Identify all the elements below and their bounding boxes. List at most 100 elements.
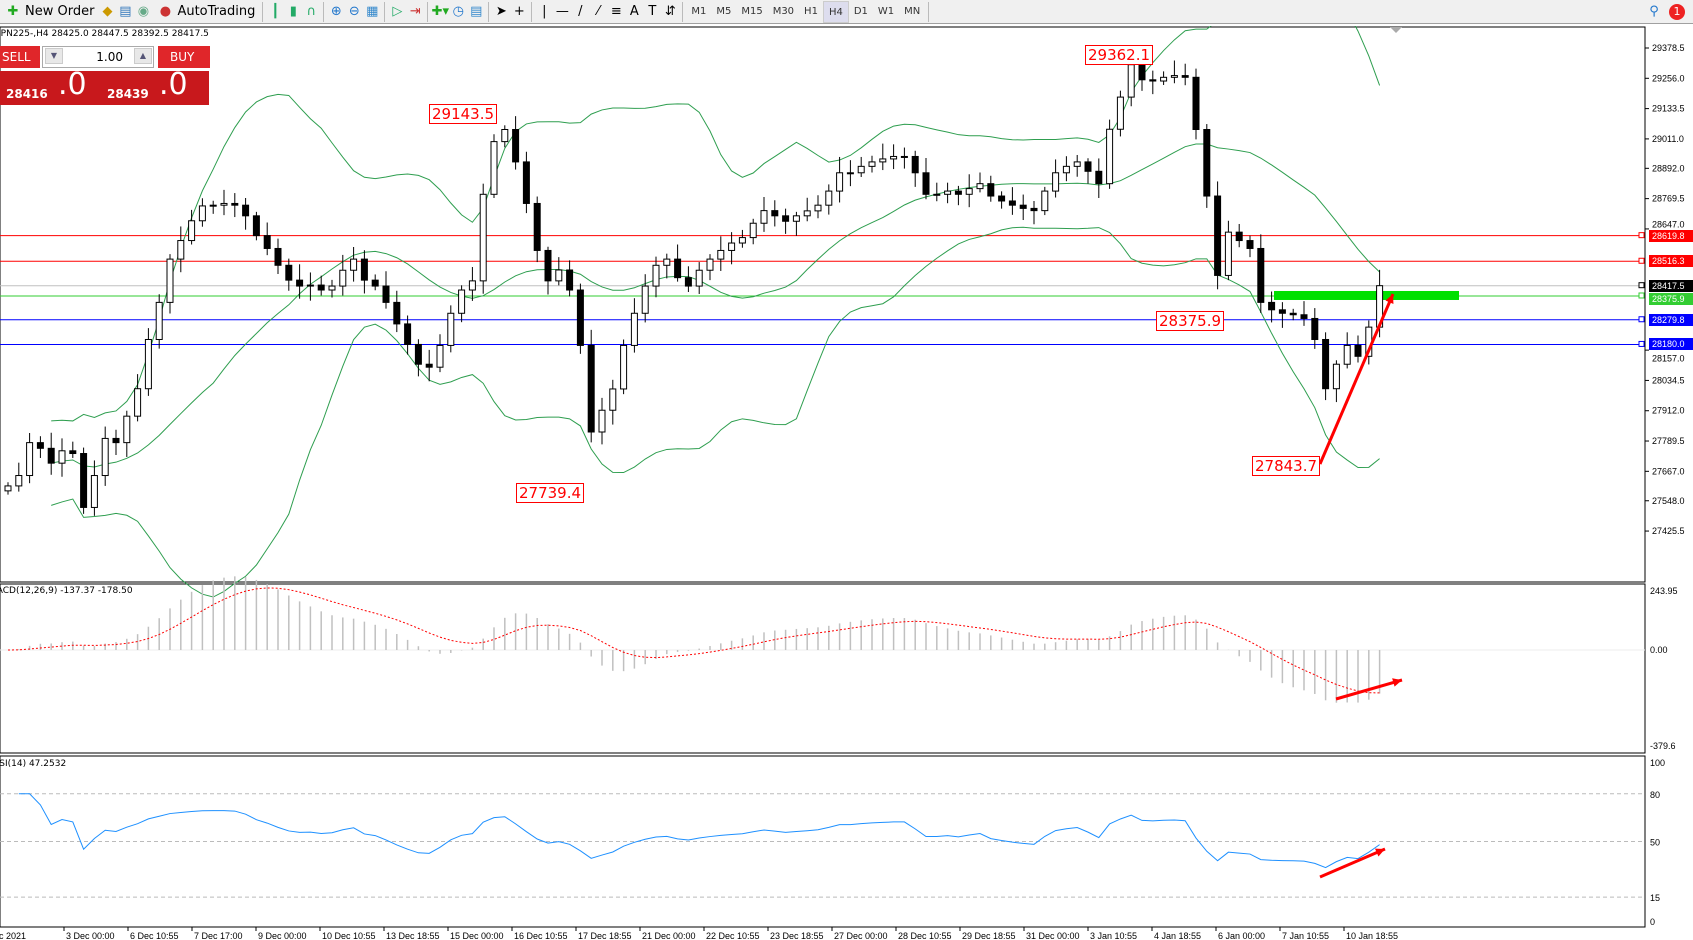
divider <box>427 1 429 22</box>
tile-windows-icon[interactable]: ▦ <box>366 3 379 19</box>
timeframe-m30[interactable]: M30 <box>772 5 795 17</box>
macd-signal-line <box>7 587 1380 694</box>
candle-body <box>641 285 649 314</box>
timeframe-h4[interactable]: H4 <box>822 0 849 23</box>
bar-chart-icon[interactable]: ┃ <box>271 3 280 19</box>
notification-icon[interactable]: 1 <box>1669 3 1685 20</box>
candle-body <box>1030 207 1038 212</box>
search-icon[interactable]: ⚲ <box>1649 3 1659 19</box>
line-handle <box>1638 257 1645 264</box>
buy-price[interactable]: 28439.0 <box>101 67 209 105</box>
time-tick-label: 10 Jan 18:55 <box>1346 931 1398 940</box>
timeframe-m5[interactable]: M5 <box>716 5 732 17</box>
autotrading-button[interactable]: ● AutoTrading <box>152 1 259 23</box>
candle-body <box>663 258 671 266</box>
divider <box>384 1 386 22</box>
macd-label: MACD(12,26,9) -137.37 -178.50 <box>0 586 133 596</box>
candle-body <box>425 363 433 368</box>
templates-icon[interactable]: ▤ <box>470 3 483 19</box>
candlestick-icon[interactable]: ▮ <box>289 3 297 19</box>
candle-body <box>404 323 412 345</box>
time-tick-label: 28 Dec 10:55 <box>898 931 952 940</box>
sell-button[interactable]: SELL <box>0 46 40 68</box>
candle-body <box>1084 161 1092 172</box>
lot-decrease-button[interactable]: ▼ <box>45 48 63 64</box>
candle-body <box>933 193 941 196</box>
candle-body <box>1311 317 1319 340</box>
sell-price[interactable]: 28416.0 <box>0 67 108 105</box>
line-handle <box>1638 340 1645 347</box>
navigator-icon[interactable]: ▤ <box>119 3 132 19</box>
candle-body <box>976 183 984 190</box>
annotation-low[interactable]: 27843.7 <box>1252 456 1321 476</box>
buy-button[interactable]: BUY <box>158 46 210 68</box>
candle-body <box>274 247 282 266</box>
indicators-icon[interactable]: ✚▾ <box>431 3 450 19</box>
price-tick-label: 28034.5 <box>1652 375 1685 385</box>
text-label-icon[interactable]: T <box>648 3 657 19</box>
new-order-button[interactable]: ✚ New Order <box>0 1 98 23</box>
rsi-divergence-arrow <box>1319 847 1386 879</box>
candle-body <box>209 204 217 207</box>
candle-body <box>1008 200 1016 206</box>
price-tick-label: 27548.0 <box>1652 496 1685 506</box>
candle-body <box>1116 96 1124 130</box>
candle-body <box>1322 338 1330 390</box>
candle-body <box>652 264 660 287</box>
candle-body <box>879 158 887 163</box>
candle-body <box>922 172 930 195</box>
candle-body <box>1224 231 1232 276</box>
zoom-in-icon[interactable]: ⊕ <box>330 3 342 19</box>
text-icon[interactable]: A <box>629 3 639 19</box>
equidistant-channel-icon[interactable]: ⁄ <box>597 3 600 19</box>
market-watch-icon[interactable]: ◆ <box>102 3 113 19</box>
time-tick-label: 6 Dec 10:55 <box>130 931 179 940</box>
chart-shift-icon[interactable]: ⇥ <box>409 3 421 19</box>
chart-canvas[interactable]: 29378.5 29256.0 29133.5 29011.0 28892.0 28769… <box>0 26 1693 940</box>
time-tick-label: 31 Dec 00:00 <box>1026 931 1080 940</box>
macd-axis-label: -379.6 <box>1650 741 1676 751</box>
timeframe-mn[interactable]: MN <box>904 5 921 17</box>
candle-body <box>350 258 358 271</box>
candle-body <box>825 190 833 206</box>
price-line-label: 28516.3 <box>1649 255 1693 268</box>
horizontal-line-icon[interactable]: — <box>555 3 569 19</box>
macd-axis-label: 0.00 <box>1650 645 1668 655</box>
zoom-out-icon[interactable]: ⊖ <box>348 3 360 19</box>
divider <box>488 1 490 22</box>
annotation-low[interactable]: 27739.4 <box>516 483 585 503</box>
candle-body <box>728 242 736 251</box>
timeframe-w1[interactable]: W1 <box>877 5 895 17</box>
time-tick-label: 7 Dec 17:00 <box>194 931 243 940</box>
annotation-high[interactable]: 29143.5 <box>429 104 498 124</box>
rsi-label: RSI(14) 47.2532 <box>0 759 67 769</box>
candle-body <box>80 453 88 508</box>
timeframe-m1[interactable]: M1 <box>691 5 707 17</box>
lot-increase-button[interactable]: ▲ <box>134 48 152 64</box>
fibonacci-icon[interactable]: ≡ <box>610 3 622 19</box>
cursor-icon[interactable]: ➤ <box>495 3 507 19</box>
price-line-label: 28375.9 <box>1649 292 1693 305</box>
timeframe-h1[interactable]: H1 <box>804 5 818 17</box>
price-tick-label: 28892.0 <box>1652 163 1685 173</box>
timeframe-d1[interactable]: D1 <box>853 5 868 17</box>
crosshair-icon[interactable]: + <box>513 3 525 19</box>
annotation-level[interactable]: 28375.9 <box>1156 311 1225 331</box>
price-tick-label: 29133.5 <box>1652 104 1685 114</box>
candle-body <box>414 343 422 365</box>
candle-body <box>436 344 444 368</box>
timeframe-m15[interactable]: M15 <box>741 5 763 17</box>
candle-body <box>123 415 131 444</box>
arrows-icon[interactable]: ⇵ <box>664 3 676 19</box>
candle-body <box>468 280 476 291</box>
vertical-line-icon[interactable]: | <box>542 3 547 19</box>
time-tick-label: 4 Jan 18:55 <box>1154 931 1201 940</box>
lot-size-input[interactable]: 1.00 <box>42 46 154 68</box>
candle-body <box>544 249 552 282</box>
line-chart-icon[interactable]: ∩ <box>306 3 317 19</box>
periods-icon[interactable]: ◷ <box>452 3 464 19</box>
auto-scroll-icon[interactable]: ▷ <box>392 3 403 19</box>
annotation-high[interactable]: 29362.1 <box>1085 45 1154 65</box>
trendline-icon[interactable]: / <box>578 3 583 19</box>
signals-icon[interactable]: ◉ <box>137 3 150 19</box>
